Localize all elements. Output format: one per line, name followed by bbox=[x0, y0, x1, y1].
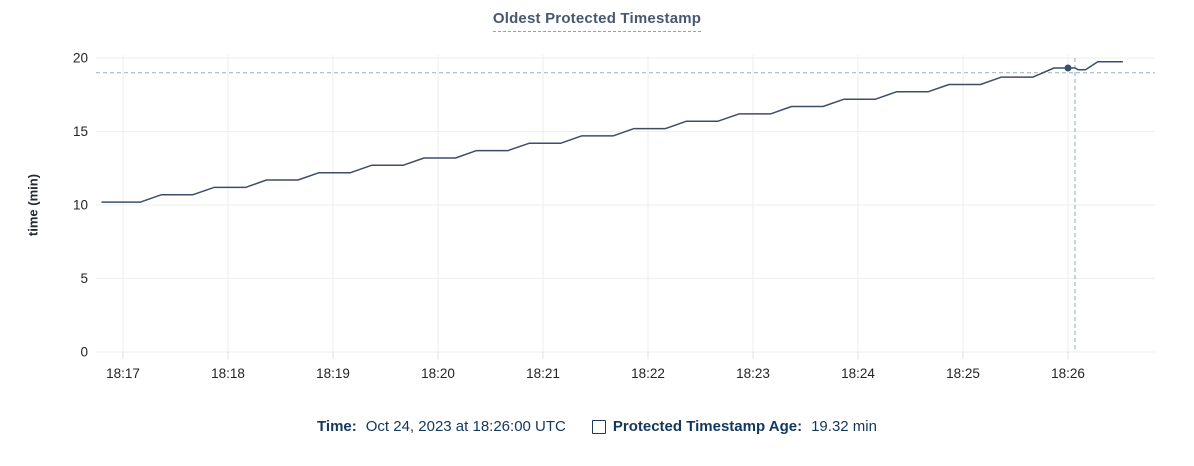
legend-time-group: Time: Oct 24, 2023 at 18:26:00 UTC bbox=[317, 418, 566, 435]
chart-title[interactable]: Oldest Protected Timestamp bbox=[492, 10, 702, 32]
legend-series-toggle[interactable]: Protected Timestamp Age: 19.32 min bbox=[591, 418, 877, 435]
chart-legend: Time: Oct 24, 2023 at 18:26:00 UTC Prote… bbox=[0, 418, 1194, 435]
x-tick-label: 18:21 bbox=[526, 366, 560, 381]
x-tick-label: 18:17 bbox=[106, 366, 140, 381]
x-tick-label: 18:22 bbox=[631, 366, 665, 381]
legend-time-value: Oct 24, 2023 at 18:26:00 UTC bbox=[365, 418, 566, 435]
hover-point-dot bbox=[1064, 64, 1072, 72]
y-tick-label: 10 bbox=[73, 198, 88, 213]
y-tick-label: 5 bbox=[80, 271, 88, 286]
series-line-protected-timestamp-age[interactable] bbox=[101, 60, 1124, 203]
y-axis-label: time (min) bbox=[25, 173, 41, 237]
y-tick-label: 0 bbox=[80, 345, 88, 360]
y-tick-label: 20 bbox=[73, 51, 88, 66]
legend-time-label: Time: bbox=[317, 418, 357, 435]
x-tick-label: 18:25 bbox=[946, 366, 980, 381]
y-tick-label: 15 bbox=[73, 124, 88, 139]
chart-title-row: Oldest Protected Timestamp bbox=[0, 10, 1194, 32]
x-tick-label: 18:24 bbox=[841, 366, 875, 381]
checkbox-icon[interactable] bbox=[591, 419, 606, 434]
x-tick-label: 18:23 bbox=[736, 366, 770, 381]
x-tick-label: 18:19 bbox=[316, 366, 350, 381]
x-tick-label: 18:18 bbox=[211, 366, 245, 381]
x-tick-label: 18:26 bbox=[1051, 366, 1085, 381]
legend-series-label: Protected Timestamp Age: bbox=[612, 418, 803, 435]
legend-series-value: 19.32 min bbox=[811, 418, 877, 435]
x-tick-label: 18:20 bbox=[421, 366, 455, 381]
